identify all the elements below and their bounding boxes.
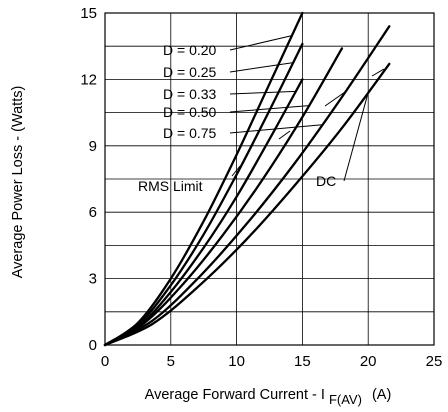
x-tick-label: 10 xyxy=(228,353,245,370)
x-axis-title-main: Average Forward Current - I xyxy=(145,387,325,403)
x-axis-title: Average Forward Current - I F(AV) (A) xyxy=(145,387,392,408)
series-label: D = 0.25 xyxy=(163,64,217,80)
label-leader xyxy=(229,62,294,73)
curves xyxy=(103,11,391,347)
label-leader xyxy=(229,105,310,113)
series-line-5 xyxy=(103,62,391,347)
series-label: D = 0.20 xyxy=(163,42,217,58)
rms-limit-mark xyxy=(371,68,385,77)
y-tick-label: 3 xyxy=(89,271,97,288)
rms-limit-mark xyxy=(324,91,346,107)
series-label: D = 0.33 xyxy=(163,86,217,102)
rms-limit-label: RMS Limit xyxy=(138,178,203,194)
annotations: D = 0.20 D = 0.25 D = 0.33 D = 0.50 D = 0.75… xyxy=(138,35,385,194)
series-line-0 xyxy=(103,11,304,347)
y-tick-label: 15 xyxy=(80,5,97,22)
rms-limit-mark xyxy=(278,130,291,140)
label-leader xyxy=(343,92,369,182)
rms-limit-mark xyxy=(231,165,241,177)
series-line-4 xyxy=(103,25,391,347)
y-axis-title: Average Power Loss - (Watts) xyxy=(10,86,26,279)
x-tick-label: 5 xyxy=(167,353,175,370)
y-tick-label: 6 xyxy=(89,204,97,221)
x-axis-title-unit: (A) xyxy=(372,387,391,403)
series-line-1 xyxy=(103,42,304,347)
plot-frame xyxy=(104,12,435,346)
x-tick-label: 0 xyxy=(101,353,109,370)
x-tick-label: 15 xyxy=(294,353,311,370)
x-tick-label: 25 xyxy=(426,353,443,370)
tick-labels: 0 5 10 15 20 25 0 3 6 9 12 15 xyxy=(80,5,442,370)
y-tick-label: 9 xyxy=(89,138,97,155)
label-leader xyxy=(229,35,292,51)
series-label: D = 0.50 xyxy=(163,104,217,120)
y-tick-label: 12 xyxy=(80,71,97,88)
x-tick-label: 20 xyxy=(360,353,377,370)
label-leader xyxy=(229,124,323,134)
x-axis-title-sub: F(AV) xyxy=(329,392,362,407)
series-label: DC xyxy=(316,173,336,189)
series-label: D = 0.75 xyxy=(163,125,217,141)
series-line-3 xyxy=(103,47,344,347)
y-tick-label: 0 xyxy=(89,337,97,354)
label-leader xyxy=(229,90,296,95)
